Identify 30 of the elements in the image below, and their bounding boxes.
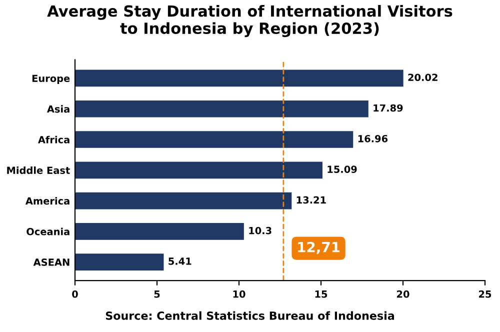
y-tick-label: Asia <box>46 105 70 113</box>
y-tick-label: Africa <box>38 136 70 144</box>
bar <box>75 162 322 179</box>
y-tick-label: Europe <box>32 74 70 84</box>
x-tick-label: 20 <box>397 290 410 298</box>
source-note: Source: Central Statistics Bureau of Indonesia <box>106 311 394 320</box>
x-tick-label: 0 <box>72 290 78 298</box>
chart-title: Average Stay Duration of International Visitors to Indonesia by Region (2023) <box>47 4 452 38</box>
data-label: 17.89 <box>374 104 403 112</box>
x-tick-label: 5 <box>154 290 160 298</box>
data-label: 13.21 <box>296 196 326 204</box>
bar <box>75 254 164 271</box>
data-label: 15.09 <box>328 166 357 173</box>
y-tick-label: ASEAN <box>33 258 70 266</box>
bar <box>75 70 404 87</box>
x-tick-label: 25 <box>479 290 492 298</box>
x-tick-label: 15 <box>315 290 328 298</box>
y-tick-label: America <box>25 197 70 205</box>
data-label: 5.41 <box>168 258 192 265</box>
y-tick-label: Middle East <box>7 166 70 174</box>
data-label: 16.96 <box>358 134 388 142</box>
data-label: 20.02 <box>408 74 438 82</box>
bar <box>75 192 292 210</box>
bar <box>75 131 354 148</box>
bar <box>75 100 368 118</box>
bar <box>75 223 244 240</box>
ref-line-label: 12,71 <box>298 242 340 254</box>
data-label: 10.3 <box>249 226 272 234</box>
x-tick-label: 10 <box>233 290 246 298</box>
y-tick-label: Oceania <box>26 228 70 236</box>
